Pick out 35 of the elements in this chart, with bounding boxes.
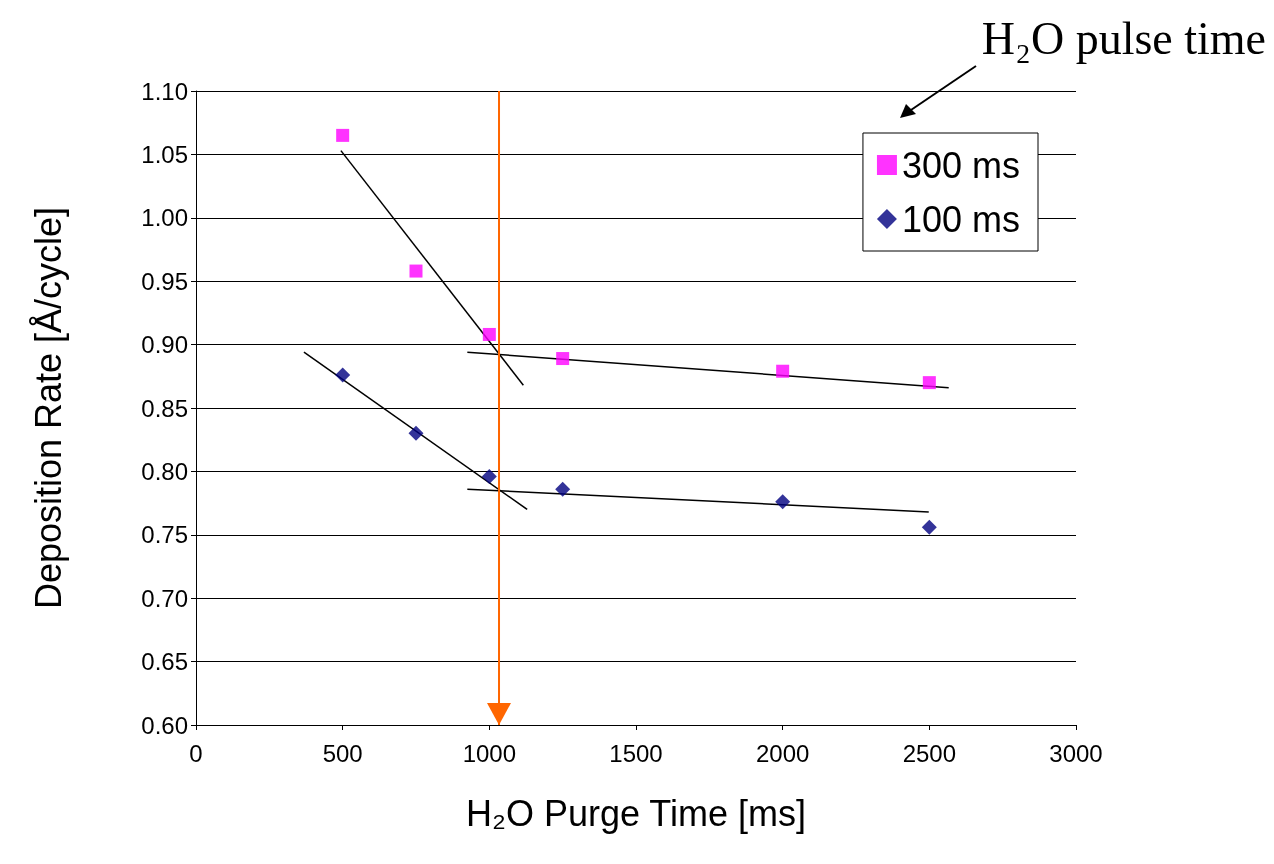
- y-tick-label: 0.80: [141, 457, 188, 485]
- y-tick-label: 1.00: [141, 204, 188, 232]
- point: [336, 128, 350, 142]
- x-tick-label: 2500: [902, 739, 957, 767]
- legend-label: 300 ms: [901, 144, 1021, 186]
- point: [481, 468, 497, 484]
- x-tick-label: 500: [322, 739, 363, 767]
- y-tick-label: 0.75: [141, 521, 188, 549]
- point: [921, 519, 937, 535]
- x-tick-label: 2000: [755, 739, 810, 767]
- y-tick-label: 1.05: [141, 140, 188, 168]
- y-tick-label: 0.65: [141, 648, 188, 676]
- point: [776, 364, 790, 378]
- y-tick-label: 0.95: [141, 267, 188, 295]
- y-tick-label: 0.85: [141, 394, 188, 422]
- text: H₂O pulse time: [981, 12, 1266, 65]
- point: [775, 494, 791, 510]
- x-tick-label: 1000: [462, 739, 517, 767]
- point: [408, 425, 424, 441]
- x-tick-label: 1500: [609, 739, 663, 767]
- x-tick-label: 3000: [1049, 739, 1103, 767]
- point: [555, 481, 571, 497]
- point: [335, 367, 351, 383]
- y-tick-label: 1.10: [141, 77, 188, 105]
- point: [409, 264, 423, 278]
- x-axis-title: H₂O Purge Time [ms]: [465, 792, 807, 834]
- y-tick-label: 0.90: [141, 331, 188, 359]
- y-axis-title: Deposition Rate [Å/cycle]: [27, 206, 69, 610]
- point: [556, 352, 570, 366]
- point: [482, 327, 496, 341]
- legend-label: 100 ms: [901, 198, 1021, 240]
- x-tick-label: 0: [189, 739, 203, 767]
- point: [922, 376, 936, 390]
- y-tick-label: 0.70: [141, 584, 188, 612]
- y-tick-label: 0.60: [141, 711, 188, 739]
